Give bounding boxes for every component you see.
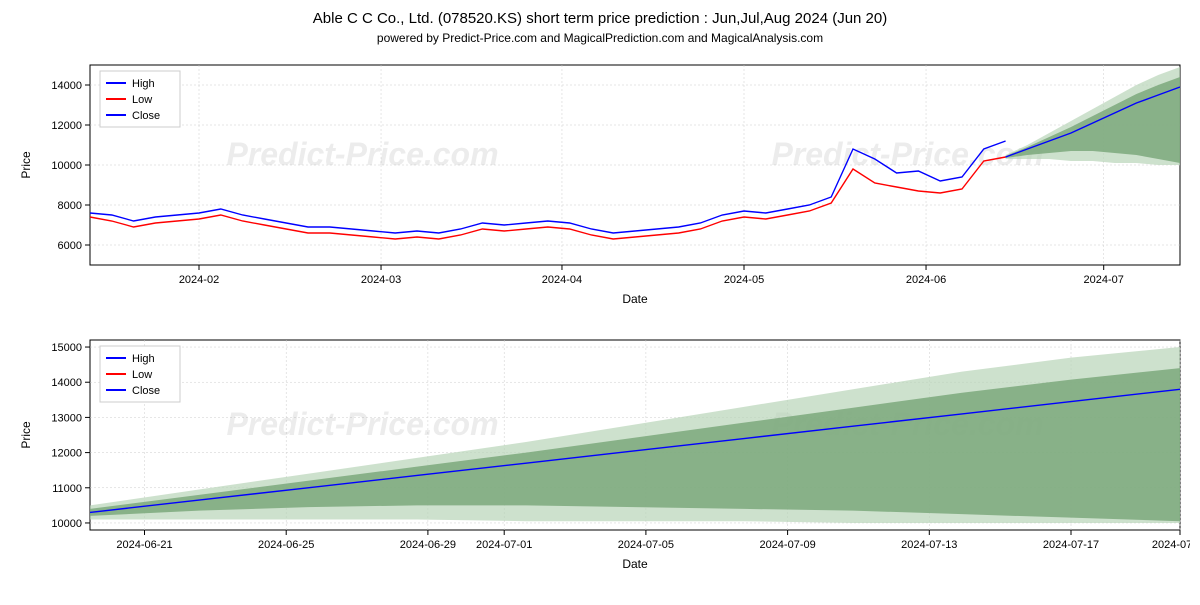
svg-text:Predict-Price.com: Predict-Price.com bbox=[226, 406, 498, 442]
svg-text:2024-05: 2024-05 bbox=[724, 274, 764, 286]
svg-text:High: High bbox=[132, 353, 155, 365]
svg-text:6000: 6000 bbox=[58, 240, 82, 252]
svg-text:2024-07-21: 2024-07-21 bbox=[1152, 539, 1190, 551]
chart-2-svg: 10000 11000 12000 13000 14000 15000 2024-06-21… bbox=[10, 330, 1190, 580]
svg-text:2024-07-17: 2024-07-17 bbox=[1043, 539, 1099, 551]
svg-text:Date: Date bbox=[622, 292, 648, 306]
svg-text:13000: 13000 bbox=[51, 412, 82, 424]
svg-text:Low: Low bbox=[132, 369, 152, 381]
svg-text:Low: Low bbox=[132, 94, 152, 106]
svg-text:15000: 15000 bbox=[51, 342, 82, 354]
chart-1-svg: 6000 8000 10000 12000 14000 2024-02 2024-03 202… bbox=[10, 55, 1190, 315]
svg-text:2024-07-05: 2024-07-05 bbox=[618, 539, 674, 551]
chart-title: Able C C Co., Ltd. (078520.KS) short ter… bbox=[10, 10, 1190, 27]
svg-text:2024-07-09: 2024-07-09 bbox=[759, 539, 815, 551]
chart-subtitle: powered by Predict-Price.com and Magical… bbox=[10, 31, 1190, 45]
chart-1-container: 6000 8000 10000 12000 14000 2024-02 2024-03 202… bbox=[10, 55, 1190, 320]
svg-text:14000: 14000 bbox=[51, 80, 82, 92]
svg-text:2024-07-01: 2024-07-01 bbox=[476, 539, 532, 551]
chart-2-container: 10000 11000 12000 13000 14000 15000 2024-06-21… bbox=[10, 330, 1190, 585]
svg-text:Close: Close bbox=[132, 110, 160, 122]
svg-text:12000: 12000 bbox=[51, 448, 82, 460]
svg-text:2024-07: 2024-07 bbox=[1084, 274, 1124, 286]
svg-text:Predict-Price.com: Predict-Price.com bbox=[226, 136, 498, 172]
svg-text:2024-03: 2024-03 bbox=[361, 274, 401, 286]
svg-text:10000: 10000 bbox=[51, 518, 82, 530]
svg-text:2024-06-25: 2024-06-25 bbox=[258, 539, 314, 551]
svg-text:High: High bbox=[132, 78, 155, 90]
svg-text:Close: Close bbox=[132, 385, 160, 397]
svg-text:Price: Price bbox=[19, 421, 33, 449]
svg-text:2024-06-21: 2024-06-21 bbox=[116, 539, 172, 551]
svg-text:2024-02: 2024-02 bbox=[179, 274, 219, 286]
svg-text:8000: 8000 bbox=[58, 200, 82, 212]
svg-text:Date: Date bbox=[622, 557, 648, 571]
svg-text:11000: 11000 bbox=[52, 483, 82, 495]
svg-text:10000: 10000 bbox=[51, 160, 82, 172]
svg-text:2024-06-29: 2024-06-29 bbox=[400, 539, 456, 551]
svg-text:2024-04: 2024-04 bbox=[542, 274, 582, 286]
svg-text:14000: 14000 bbox=[51, 377, 82, 389]
svg-text:2024-07-13: 2024-07-13 bbox=[901, 539, 957, 551]
svg-text:12000: 12000 bbox=[51, 120, 82, 132]
svg-text:Price: Price bbox=[19, 151, 33, 179]
svg-text:2024-06: 2024-06 bbox=[906, 274, 946, 286]
